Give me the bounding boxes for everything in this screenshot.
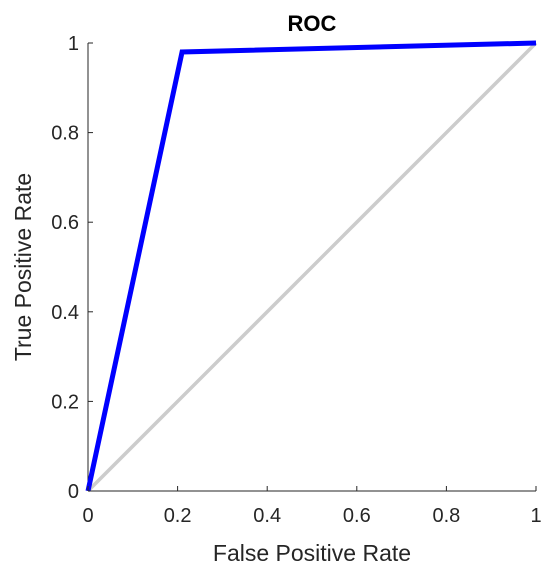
series-layer — [85, 40, 538, 493]
x-tick-label: 0 — [82, 505, 93, 527]
y-tick-label: 0.2 — [51, 391, 79, 413]
roc-curve-line — [85, 40, 537, 492]
axes-layer — [87, 43, 536, 492]
y-tick-label: 1 — [68, 33, 79, 55]
chart-title: ROC — [288, 11, 337, 36]
diagonal-reference-line — [86, 41, 538, 493]
x-tick-label: 1 — [530, 505, 541, 527]
x-tick-label: 0.2 — [164, 505, 192, 527]
x-tick-label: 0.6 — [343, 505, 371, 527]
x-tick-label: 0.4 — [253, 505, 281, 527]
x-tick-label: 0.8 — [432, 505, 460, 527]
y-tick-label: 0.4 — [51, 302, 79, 324]
y-axis-label: True Positive Rate — [10, 173, 36, 361]
y-tick-label: 0 — [68, 481, 79, 503]
ticks-layer: 0 0.2 0.4 0.6 0.8 1 0 0.2 0.4 0.6 0.8 1 — [51, 33, 541, 527]
x-axis-label: False Positive Rate — [213, 540, 411, 566]
y-tick-label: 0.6 — [51, 212, 79, 234]
y-tick-label: 0.8 — [51, 123, 79, 145]
